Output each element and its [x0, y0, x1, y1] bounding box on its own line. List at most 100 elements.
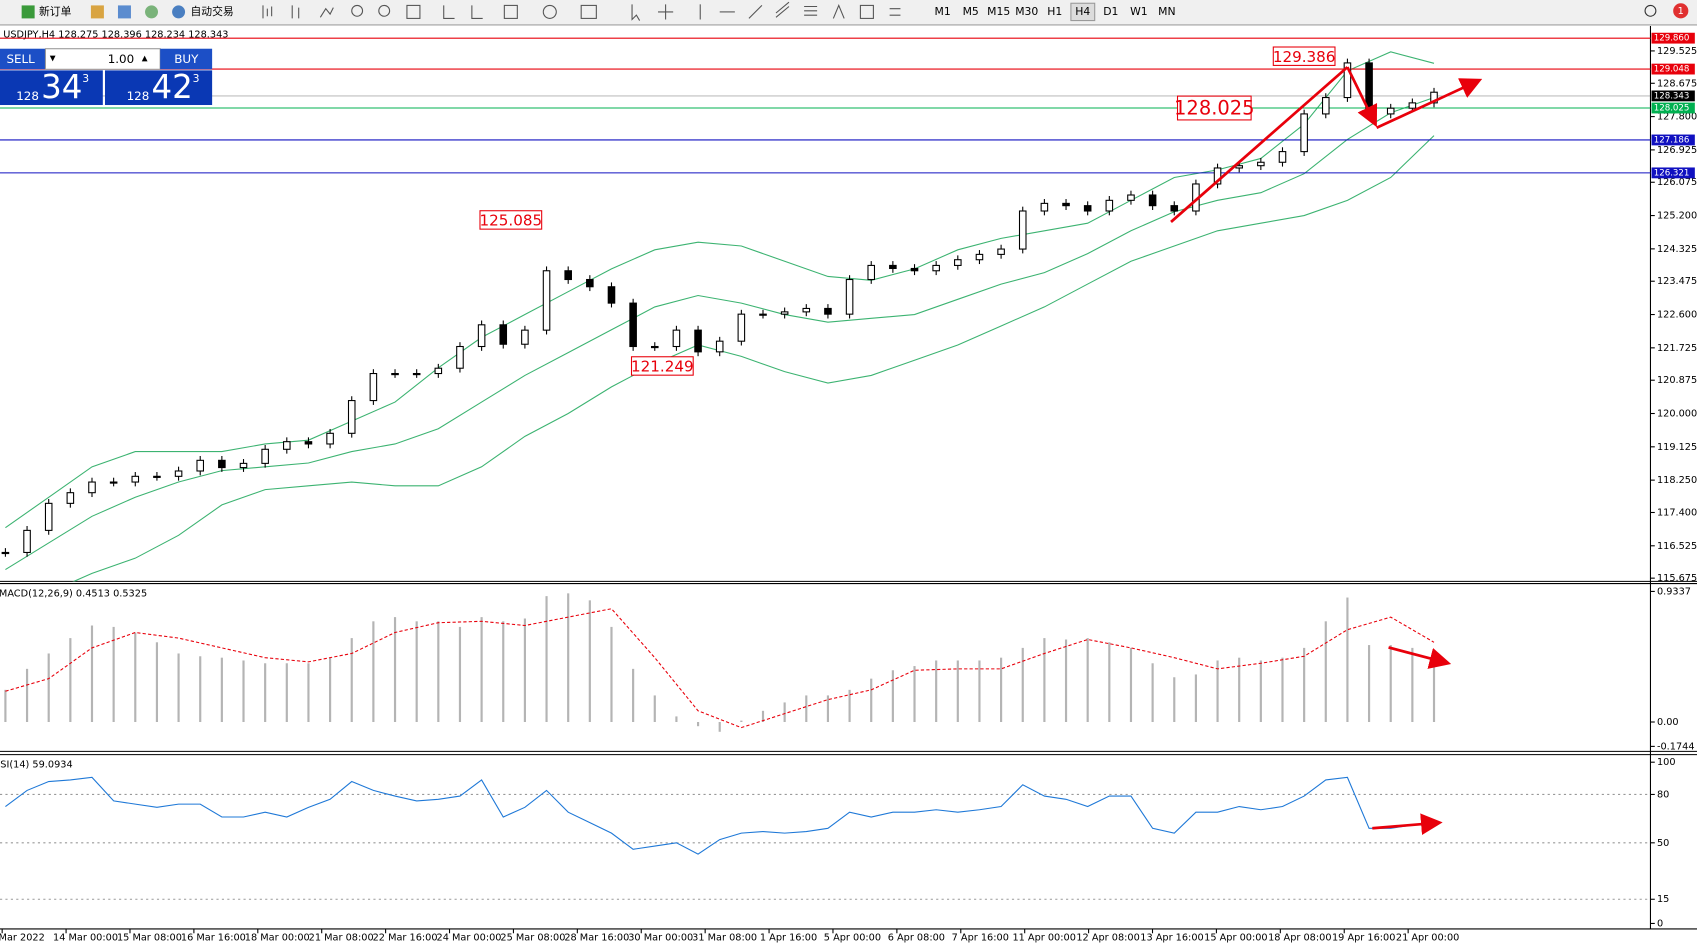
macd-bar — [632, 668, 635, 723]
toolbar-icon[interactable] — [90, 5, 104, 19]
new-order-icon[interactable] — [21, 5, 35, 19]
sell-price-box[interactable] — [0, 70, 103, 106]
price-level-tag — [1651, 63, 1695, 75]
price-level-label: 127.186 — [1654, 135, 1690, 145]
volume-value[interactable]: 1.00 — [108, 52, 134, 66]
auto-trading-button[interactable]: 自动交易 — [190, 4, 233, 18]
candle-body — [66, 492, 75, 504]
new-order-button[interactable]: 新订单 — [39, 4, 72, 18]
buy-price-box[interactable] — [104, 70, 213, 106]
macd-bar — [696, 722, 700, 727]
x-tick-label: Mar 2022 — [0, 933, 45, 943]
candle-body — [218, 459, 226, 469]
active-timeframe — [1070, 2, 1096, 22]
candle-body — [434, 367, 443, 375]
macd-bar — [1216, 660, 1219, 723]
macd-bar — [1129, 647, 1133, 723]
x-tick-label: 30 Mar 00:00 — [628, 933, 693, 943]
toolbar-icon[interactable] — [145, 5, 159, 19]
candle-body — [954, 259, 962, 266]
candle-body — [1278, 151, 1287, 163]
buy-label[interactable]: BUY — [174, 52, 199, 66]
timeframe-button[interactable]: M1 — [935, 5, 951, 18]
timeframe-button[interactable]: M5 — [963, 5, 979, 18]
macd-bar — [112, 626, 115, 723]
spin-down[interactable]: ▼ — [50, 53, 56, 62]
bollinger-upper — [5, 51, 1435, 529]
macd-bar — [393, 617, 397, 723]
macd-bar — [1324, 621, 1327, 723]
notifications-count: 1 — [1678, 6, 1684, 17]
x-tick-label: 24 Mar 00:00 — [437, 933, 502, 943]
pane-frames — [0, 25, 1697, 930]
candle-body — [802, 307, 811, 313]
candle-body — [1, 551, 10, 555]
macd-bar — [1151, 663, 1154, 723]
macd-bar — [1281, 657, 1284, 723]
sell-price-point: 3 — [82, 72, 89, 85]
toolbar-tools[interactable] — [262, 1, 901, 21]
toolbar-icon[interactable] — [117, 5, 131, 19]
macd-bar — [610, 626, 613, 723]
x-tick-label: 7 Apr 16:00 — [952, 933, 1009, 943]
timeframe-button[interactable]: M30 — [1015, 5, 1038, 18]
timeframe-button[interactable]: H1 — [1047, 5, 1062, 18]
candle-body — [304, 441, 313, 445]
x-tick-label: 5 Apr 00:00 — [824, 933, 881, 943]
x-tick-label: 31 Mar 08:00 — [692, 933, 757, 943]
sell-label[interactable]: SELL — [6, 52, 35, 66]
macd-bar — [458, 626, 462, 723]
candle-body — [672, 329, 681, 348]
price-pane: 129.386 128.025 125.085 121.249 — [0, 37, 1651, 582]
auto-trading-icon[interactable] — [172, 5, 186, 19]
candle-body — [1386, 107, 1395, 115]
candle-body — [975, 253, 984, 261]
timeframe-button[interactable]: H4 — [1075, 5, 1090, 18]
candle-body — [1083, 205, 1092, 212]
x-tick-label: 18 Apr 08:00 — [1268, 933, 1331, 943]
macd-signal — [5, 608, 1435, 729]
notifications-badge[interactable] — [1673, 3, 1689, 19]
timeframe-button[interactable]: M15 — [987, 5, 1010, 18]
macd-bar — [870, 678, 873, 723]
annotation-label: 125.085 — [480, 212, 543, 230]
candle-body — [283, 441, 291, 450]
macd-bar — [69, 638, 72, 723]
y-tick-label: 0.9337 — [1657, 586, 1691, 597]
macd-bar — [740, 720, 743, 723]
candle-body — [109, 481, 118, 484]
macd-bar — [1346, 597, 1349, 723]
y-tick-label: 0 — [1657, 918, 1663, 929]
candle-body — [564, 270, 572, 281]
macd-bar — [1367, 645, 1371, 723]
annotation-label: 128.025 — [1174, 97, 1255, 120]
price-level-label: 128.343 — [1654, 91, 1690, 101]
candle-body — [174, 470, 183, 477]
rsi-line — [5, 776, 1435, 855]
macd-bar — [502, 621, 505, 723]
price-level-tag — [1651, 32, 1695, 44]
candle-body — [629, 302, 637, 348]
macd-bar — [978, 660, 981, 723]
timeframe-button[interactable]: D1 — [1103, 5, 1118, 18]
timeframe-buttons[interactable]: M1 M5 M15 M30 H1 H4 D1 W1 MN — [935, 2, 1176, 22]
macd-bar — [1238, 657, 1241, 723]
y-tick-label: 117.400 — [1657, 507, 1697, 518]
annotation-box — [1272, 46, 1336, 66]
search-icon[interactable] — [1644, 4, 1657, 17]
candle-body — [1148, 194, 1157, 207]
candle-body — [1235, 165, 1243, 169]
sell-button[interactable] — [0, 48, 46, 70]
candle-body — [239, 462, 248, 469]
timeframe-button[interactable]: W1 — [1130, 5, 1148, 18]
timeframe-button[interactable]: MN — [1158, 5, 1175, 18]
macd-bar — [653, 695, 656, 723]
candle-body — [521, 329, 529, 345]
macd-bar — [1173, 677, 1176, 723]
candle-body — [369, 372, 378, 402]
x-tick-label: 19 Apr 16:00 — [1332, 933, 1395, 943]
spin-up[interactable]: ▲ — [142, 53, 148, 62]
y-tick-label: 15 — [1657, 894, 1669, 905]
candle-body — [997, 248, 1005, 255]
buy-button[interactable] — [160, 48, 213, 70]
